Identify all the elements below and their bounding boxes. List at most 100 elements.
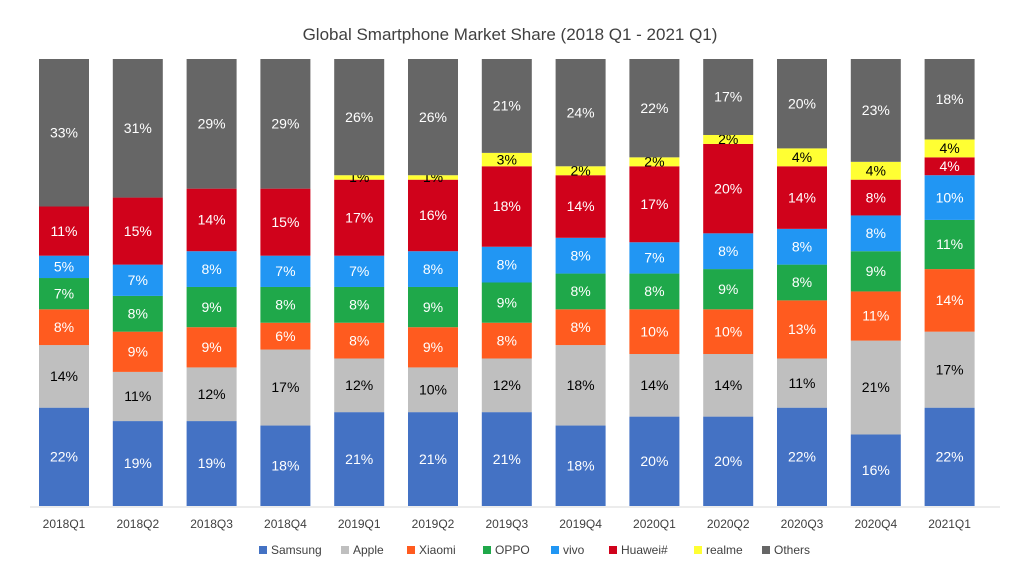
data-label: 26% [419,109,447,125]
bar-segment-vivo-2019Q3 [481,246,532,283]
data-label: 7% [128,272,148,288]
data-label: 4% [939,140,959,156]
data-label: 7% [644,250,664,266]
bar-segment-huawei-2018Q2 [112,197,163,265]
bar-segment-oppo-2019Q4 [555,273,606,310]
bar-segment-huawei-2020Q2 [703,143,754,234]
bar-segment-huawei-2019Q2 [408,179,458,252]
bar-segment-vivo-2019Q4 [555,237,606,274]
bar-segment-others-2018Q2 [112,59,163,198]
data-label: 16% [862,462,890,478]
bar-segment-oppo-2019Q1 [334,286,385,323]
legend-swatch [259,546,267,554]
data-label: 14% [714,377,742,393]
data-label: 11% [789,375,816,391]
bar-stack-2019Q4: 18% 18% 8% 8% 8% 14% 2% 24% [555,59,606,506]
bar-stack-2019Q1: 21%12%8%8%7%17%1%26% [334,59,385,506]
x-tick-label: 2018Q2 [116,517,159,531]
legend-item-realme: realme [694,543,743,557]
data-label: 26% [345,109,373,125]
bar-segment-vivo-2019Q2 [408,251,458,287]
data-label: 22% [788,449,816,465]
bar-segment-huawei-2018Q3 [186,188,237,252]
bar-segment-xiaomi-2020Q1 [629,309,680,355]
x-tick-label: 2020Q1 [633,517,676,531]
bar-segment-samsung-2018Q3 [186,421,237,506]
data-label: 9% [201,299,221,315]
data-label: 11% [862,308,889,324]
data-label: 8% [497,332,517,348]
bar-segment-xiaomi-2018Q3 [186,327,237,368]
data-label: 11% [51,223,78,239]
data-label: 22% [936,449,964,465]
bar-segment-xiaomi-2019Q4 [555,309,606,346]
bar-segment-xiaomi-2020Q3 [777,300,827,359]
bar-segment-realme-2020Q1 [629,157,680,167]
bar-segment-apple-2019Q4 [555,345,606,426]
data-label: 8% [718,243,738,259]
data-label: 17% [271,379,299,395]
bar-segment-huawei-2018Q4 [260,188,311,256]
bar-stack-2020Q2: 20% 14% 10% 9% 8% 20% 2% 17% [703,59,754,506]
bar-segment-huawei-2019Q1 [334,179,385,256]
bar-segment-others-2020Q2 [703,59,754,135]
bar-segment-apple-2021Q1 [924,331,975,408]
data-label: 22% [640,100,668,116]
data-label: 10% [640,323,668,339]
x-tick-label: 2019Q4 [559,517,602,531]
legend: Samsung Apple Xiaomi OPPO vivo Huawei# realme O… [259,543,810,557]
data-label: 16% [419,207,447,223]
bar-segment-huawei-2021Q1 [924,157,975,176]
bar-stack-2019Q2: 21%10%9%9%8%16%1%26% [408,59,458,506]
data-label: 4% [792,149,812,165]
bar-segment-vivo-2020Q2 [703,233,754,270]
bars-layer: 22%14%8%7%5%11%33%19%11%9%8%7%15%31%19%1… [39,59,975,506]
legend-item-apple: Apple [341,543,384,557]
bar-segment-apple-2018Q1 [39,345,89,408]
x-tick-labels: 2018Q1 2018Q2 2018Q3 2018Q4 2019Q1 2019Q2 2019… [43,517,972,531]
data-label: 20% [788,95,816,111]
chart-title: Global Smartphone Market Share (2018 Q1 … [303,25,718,44]
data-label: 21% [493,98,521,114]
bar-segment-vivo-2018Q3 [186,251,237,287]
bar-segment-others-2020Q1 [629,59,680,158]
legend-swatch [609,546,617,554]
x-tick-label: 2019Q1 [338,517,381,531]
data-label: 8% [349,332,369,348]
data-label: 29% [271,116,299,132]
data-label: 4% [866,162,886,178]
data-label: 4% [939,158,959,174]
data-label: 19% [124,455,152,471]
x-tick-label: 2019Q2 [412,517,455,531]
legend-label: OPPO [495,543,530,557]
data-label: 17% [936,361,964,377]
bar-segment-vivo-2020Q3 [777,228,827,265]
bar-segment-samsung-2018Q1 [39,407,89,506]
legend-swatch [483,546,491,554]
legend-item-oppo: OPPO [483,543,530,557]
data-label: 18% [567,457,595,473]
data-label: 20% [714,453,742,469]
bar-segment-realme-2019Q2 [408,175,458,180]
x-tick-label: 2021Q1 [928,517,971,531]
bar-segment-oppo-2020Q3 [777,264,827,301]
bar-segment-others-2020Q3 [777,59,827,149]
bar-segment-samsung-2018Q4 [260,425,311,506]
legend-item-others: Others [762,543,810,557]
bar-stack-2021Q1: 22% 17% 14% 11% 10% 4% 4% 18% [924,59,975,506]
bar-segment-oppo-2019Q3 [481,282,532,323]
bar-segment-huawei-2020Q3 [777,166,827,229]
bar-stack-2018Q3: 19% 12% 9% 9% 8% 14% 29% [186,59,237,506]
data-label: 14% [788,189,816,205]
data-label: 8% [201,261,221,277]
bar-segment-oppo-2021Q1 [924,219,975,270]
bar-segment-samsung-2020Q4 [850,434,901,506]
bar-segment-xiaomi-2020Q2 [703,309,754,355]
bar-segment-realme-2020Q4 [850,161,901,180]
legend-item-vivo: vivo [551,543,585,557]
data-label: 8% [570,247,590,263]
data-label: 2% [570,162,590,178]
bar-segment-samsung-2019Q4 [555,425,606,506]
